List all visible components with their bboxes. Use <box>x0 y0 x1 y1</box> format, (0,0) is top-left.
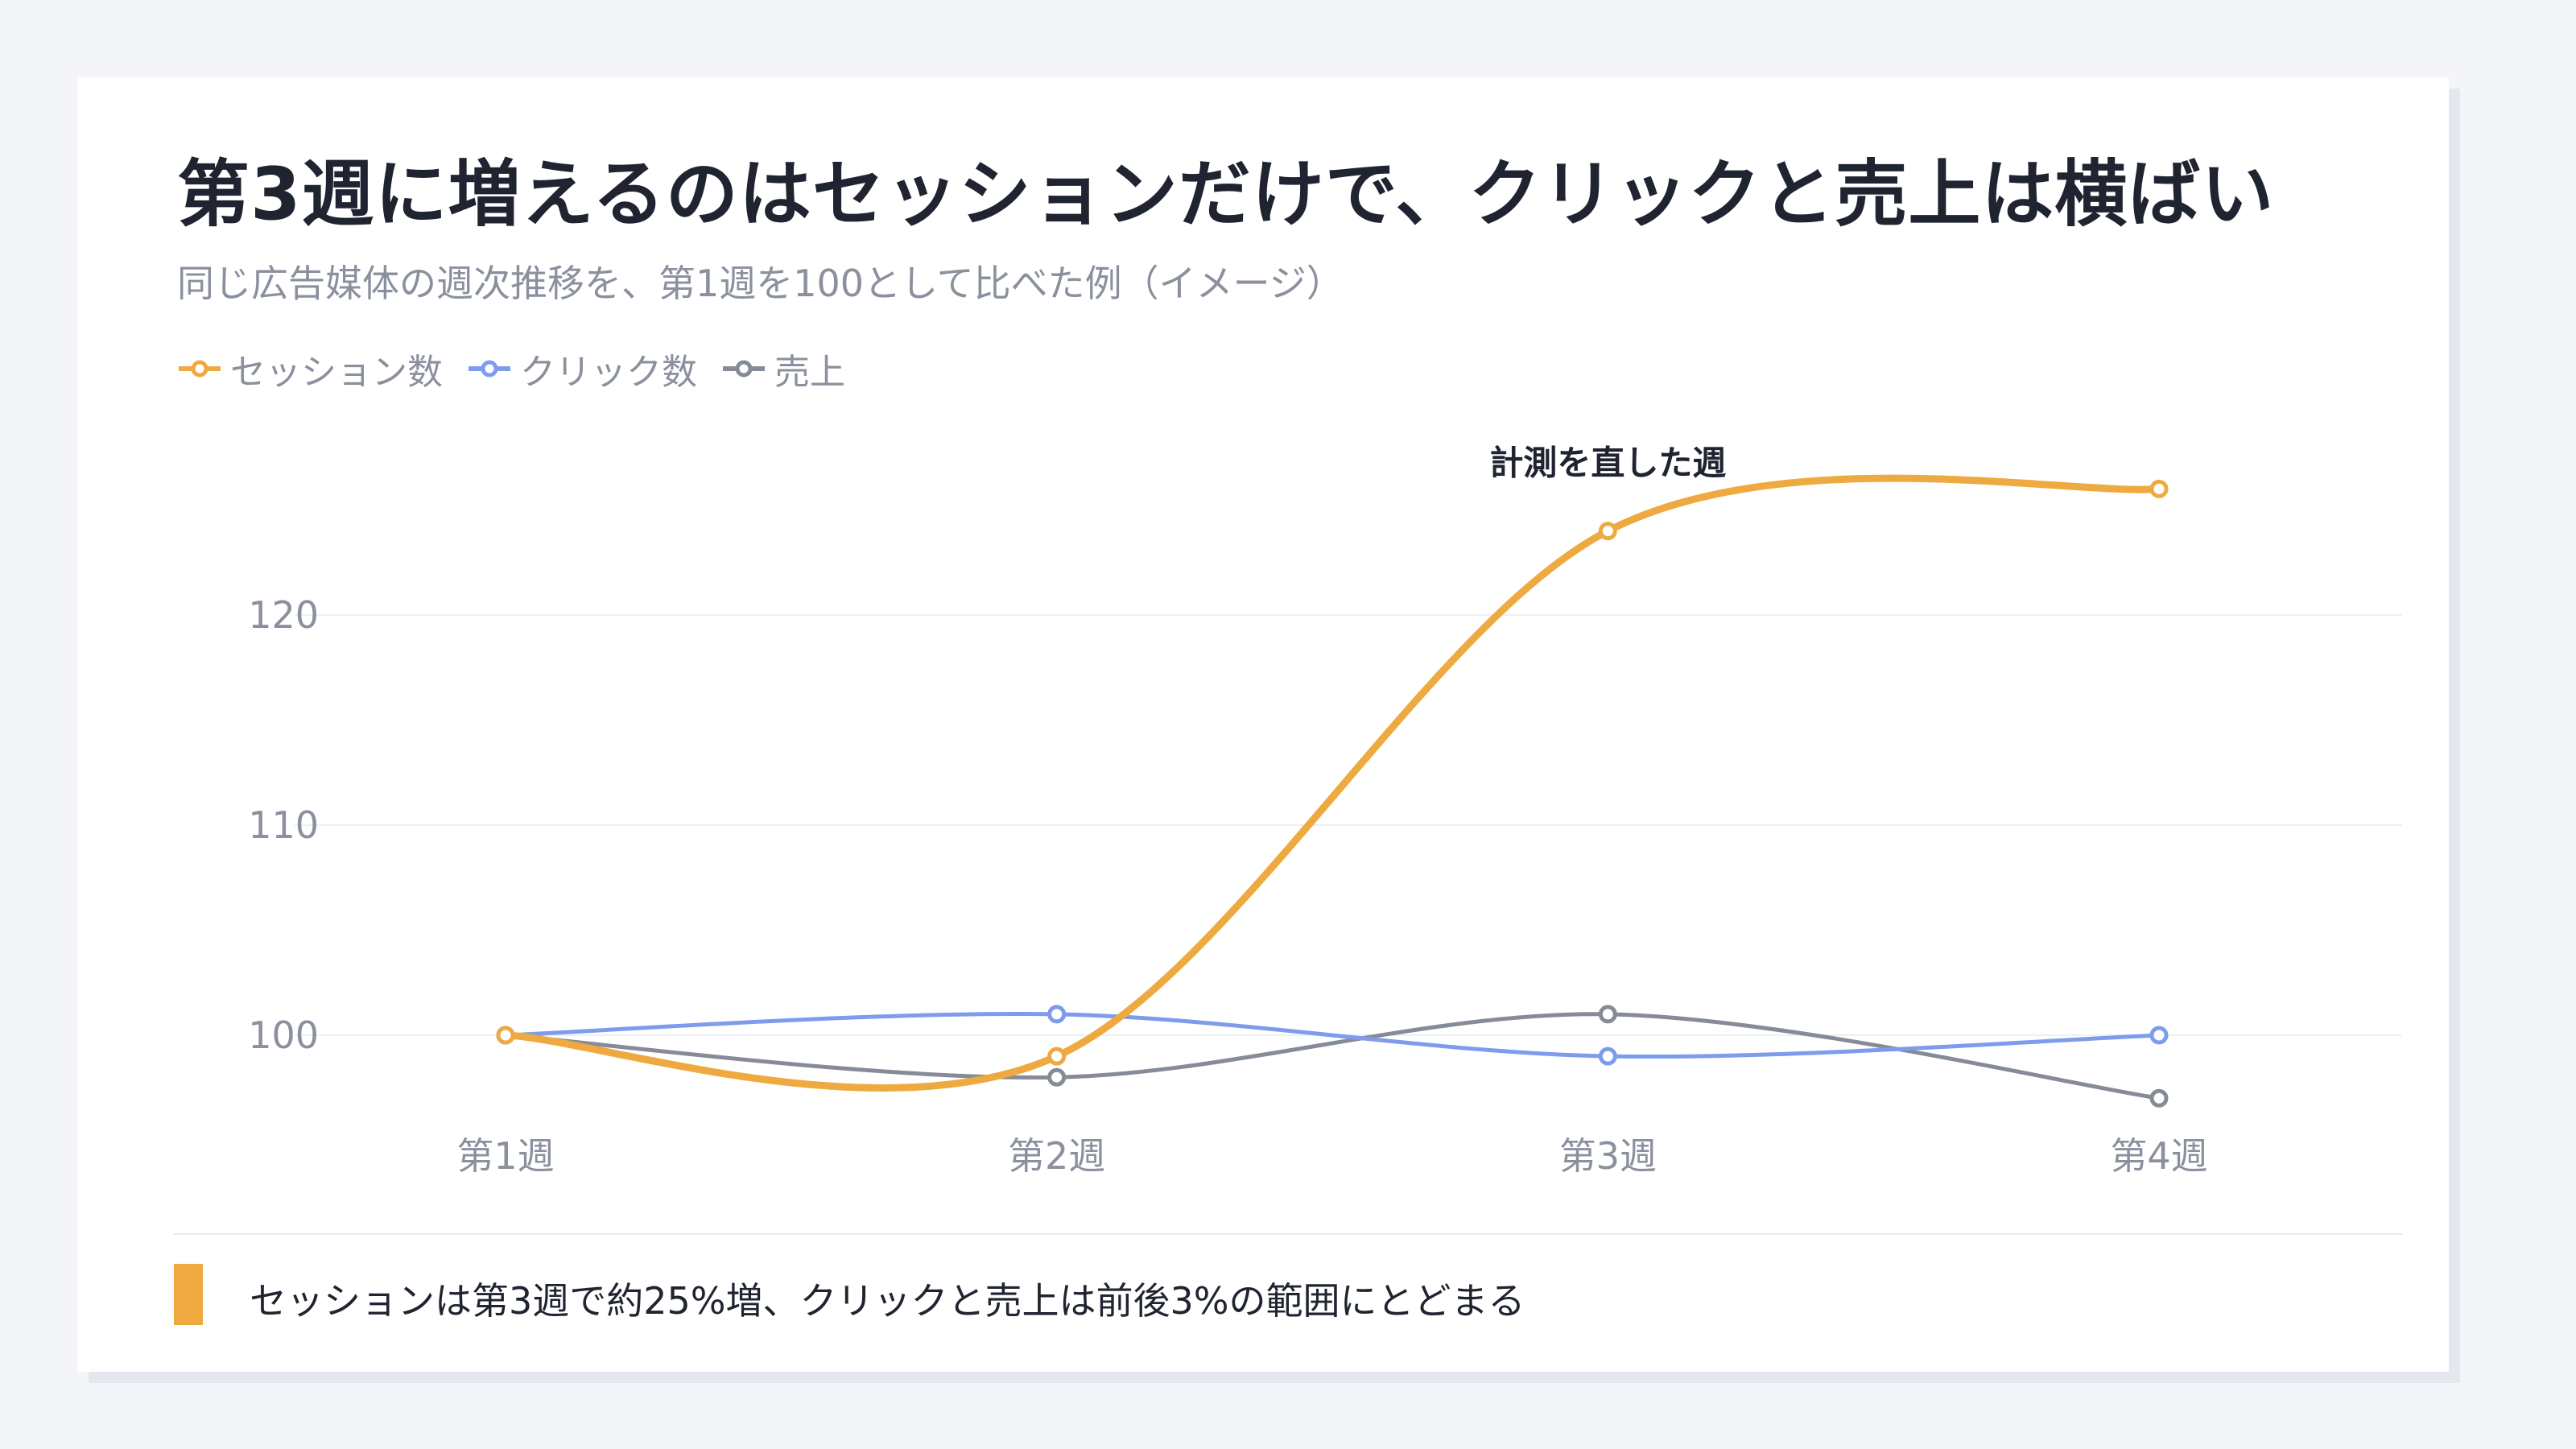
legend-swatch-clicks <box>469 360 510 378</box>
data-point <box>2149 1088 2169 1108</box>
footer-note: セッションは第3週で約25%増、クリックと売上は前後3%の範囲にとどまる <box>250 1279 1525 1323</box>
line-chart: 100 110 120 第1週 第2週 第3週 第4週 計測を直した週 <box>248 444 2402 1178</box>
annotation-label: 計測を直した週 <box>1489 444 1726 483</box>
series-line-sessions <box>502 474 2163 1092</box>
footer-divider <box>174 1233 2402 1235</box>
data-point <box>2149 1026 2169 1045</box>
x-tick-label: 第4週 <box>2110 1134 2207 1178</box>
legend-swatch-sessions <box>179 360 221 378</box>
data-point <box>2149 479 2169 498</box>
data-point <box>1598 1005 1617 1024</box>
legend-item-sessions: セッション数 <box>177 343 443 394</box>
data-point <box>1598 1046 1617 1066</box>
x-tick-label: 第3週 <box>1559 1134 1657 1178</box>
legend: セッション数 クリック数 売上 <box>177 343 845 394</box>
data-point <box>1047 1067 1067 1087</box>
series-line-clicks <box>503 1011 2161 1059</box>
y-tick-label: 110 <box>248 803 319 847</box>
legend-item-clicks: クリック数 <box>467 343 697 394</box>
chart-card: 第3週に増えるのはセッションだけで、クリックと売上は横ばい 同じ広告媒体の週次推… <box>77 77 2449 1372</box>
y-tick-label: 120 <box>248 593 319 637</box>
x-tick-label: 第1週 <box>456 1134 554 1178</box>
legend-label-clicks: クリック数 <box>520 352 697 393</box>
legend-label-sessions: セッション数 <box>230 352 443 393</box>
data-point <box>496 1026 515 1045</box>
x-tick-label: 第2週 <box>1008 1134 1105 1178</box>
legend-item-sales: 売上 <box>721 343 845 394</box>
data-point <box>1047 1046 1067 1066</box>
chart-title: 第3週に増えるのはセッションだけで、クリックと売上は横ばい <box>177 152 2275 237</box>
footer-accent-bar <box>174 1264 203 1325</box>
y-tick-label: 100 <box>248 1013 319 1057</box>
series-line-sales <box>503 1012 2161 1100</box>
legend-swatch-sales <box>723 360 765 378</box>
chart-subtitle: 同じ広告媒体の週次推移を、第1週を100として比べた例（イメージ） <box>177 262 1344 305</box>
data-point <box>1047 1005 1067 1024</box>
legend-label-sales: 売上 <box>774 352 845 393</box>
data-point <box>1598 522 1617 541</box>
